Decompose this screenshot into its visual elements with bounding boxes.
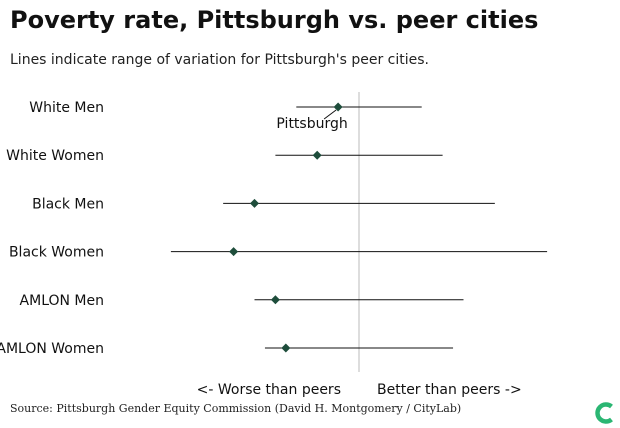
chart-title: Poverty rate, Pittsburgh vs. peer cities <box>10 6 539 34</box>
pittsburgh-marker <box>250 198 259 208</box>
category-label: Black Men <box>32 196 104 212</box>
pittsburgh-point-label: Pittsburgh <box>276 116 347 132</box>
citylab-logo-icon <box>595 402 613 424</box>
pittsburgh-marker <box>281 343 291 353</box>
pittsburgh-label-leader <box>323 109 337 120</box>
pittsburgh-marker <box>229 247 239 257</box>
category-label: White Women <box>6 148 104 164</box>
pittsburgh-marker <box>270 295 280 305</box>
chart-subtitle: Lines indicate range of variation for Pi… <box>10 52 430 68</box>
better-than-peers-label: Better than peers -> <box>377 382 522 398</box>
category-label: AMLON Men <box>20 293 104 309</box>
category-label: White Men <box>29 100 104 116</box>
pittsburgh-marker <box>333 102 343 112</box>
pittsburgh-marker <box>312 150 322 160</box>
category-label: Black Women <box>9 245 104 261</box>
category-label: AMLON Women <box>0 341 104 357</box>
worse-than-peers-label: <- Worse than peers <box>197 382 341 398</box>
source-note: Source: Pittsburgh Gender Equity Commiss… <box>10 402 462 415</box>
